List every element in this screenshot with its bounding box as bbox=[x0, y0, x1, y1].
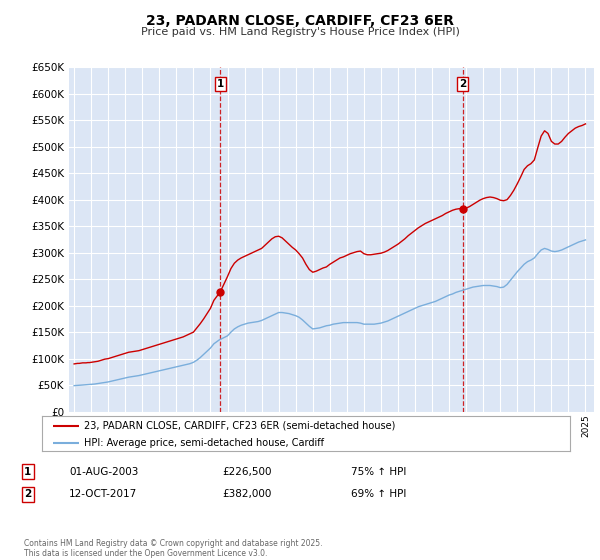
Text: Contains HM Land Registry data © Crown copyright and database right 2025.
This d: Contains HM Land Registry data © Crown c… bbox=[24, 539, 323, 558]
Text: 1: 1 bbox=[217, 80, 224, 89]
Text: 2: 2 bbox=[24, 489, 31, 500]
Text: Price paid vs. HM Land Registry's House Price Index (HPI): Price paid vs. HM Land Registry's House … bbox=[140, 27, 460, 37]
Text: 75% ↑ HPI: 75% ↑ HPI bbox=[351, 466, 406, 477]
Text: HPI: Average price, semi-detached house, Cardiff: HPI: Average price, semi-detached house,… bbox=[84, 438, 324, 448]
Text: 12-OCT-2017: 12-OCT-2017 bbox=[69, 489, 137, 500]
Text: 01-AUG-2003: 01-AUG-2003 bbox=[69, 466, 139, 477]
Text: 1: 1 bbox=[24, 466, 31, 477]
Text: 23, PADARN CLOSE, CARDIFF, CF23 6ER (semi-detached house): 23, PADARN CLOSE, CARDIFF, CF23 6ER (sem… bbox=[84, 421, 395, 431]
Text: 23, PADARN CLOSE, CARDIFF, CF23 6ER: 23, PADARN CLOSE, CARDIFF, CF23 6ER bbox=[146, 14, 454, 28]
Text: £382,000: £382,000 bbox=[222, 489, 271, 500]
Text: 69% ↑ HPI: 69% ↑ HPI bbox=[351, 489, 406, 500]
Text: 2: 2 bbox=[459, 80, 466, 89]
Text: £226,500: £226,500 bbox=[222, 466, 271, 477]
